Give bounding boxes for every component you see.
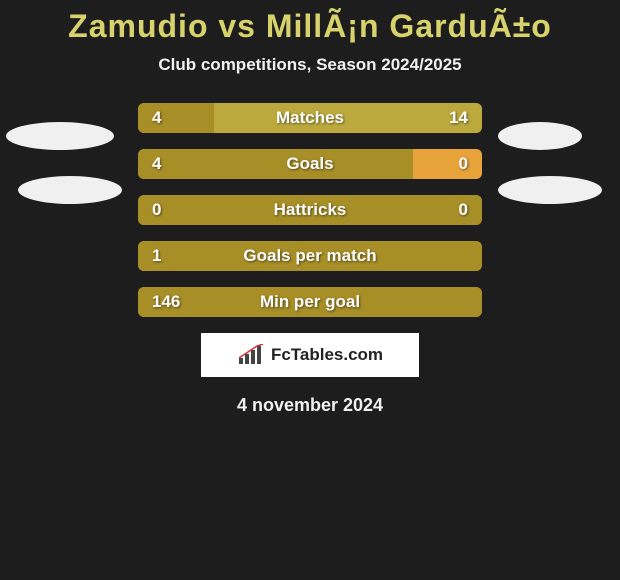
player-photo-placeholder xyxy=(498,176,602,204)
player-photo-placeholder xyxy=(6,122,114,150)
stat-label: Hattricks xyxy=(274,200,347,220)
stats-container: 4 Matches 14 4 Goals 0 0 Hattricks 0 1 Goals per m… xyxy=(138,103,482,317)
player-photo-placeholder xyxy=(498,122,582,150)
stat-value-left: 146 xyxy=(152,292,180,312)
stat-label: Min per goal xyxy=(260,292,360,312)
stat-label: Matches xyxy=(276,108,344,128)
stat-fill-left xyxy=(138,103,214,133)
stat-label: Goals xyxy=(286,154,333,174)
stat-value-left: 4 xyxy=(152,154,161,174)
watermark: FcTables.com xyxy=(201,333,419,377)
stat-value-right: 0 xyxy=(459,154,468,174)
stat-label: Goals per match xyxy=(243,246,376,266)
stat-row: 1 Goals per match xyxy=(138,241,482,271)
stat-fill-right xyxy=(214,103,482,133)
stat-value-right: 14 xyxy=(449,108,468,128)
date-text: 4 november 2024 xyxy=(0,395,620,416)
stat-value-right: 0 xyxy=(459,200,468,220)
player-photo-placeholder xyxy=(18,176,122,204)
chart-icon xyxy=(237,344,265,366)
watermark-text: FcTables.com xyxy=(271,345,383,365)
stat-row: 4 Matches 14 xyxy=(138,103,482,133)
subtitle: Club competitions, Season 2024/2025 xyxy=(0,55,620,75)
stat-row: 4 Goals 0 xyxy=(138,149,482,179)
stat-row: 146 Min per goal xyxy=(138,287,482,317)
page-title: Zamudio vs MillÃ¡n GarduÃ±o xyxy=(0,0,620,45)
stat-fill-right xyxy=(413,149,482,179)
stat-row: 0 Hattricks 0 xyxy=(138,195,482,225)
stat-fill-left xyxy=(138,149,413,179)
stat-value-left: 1 xyxy=(152,246,161,266)
stat-value-left: 4 xyxy=(152,108,161,128)
stat-value-left: 0 xyxy=(152,200,161,220)
